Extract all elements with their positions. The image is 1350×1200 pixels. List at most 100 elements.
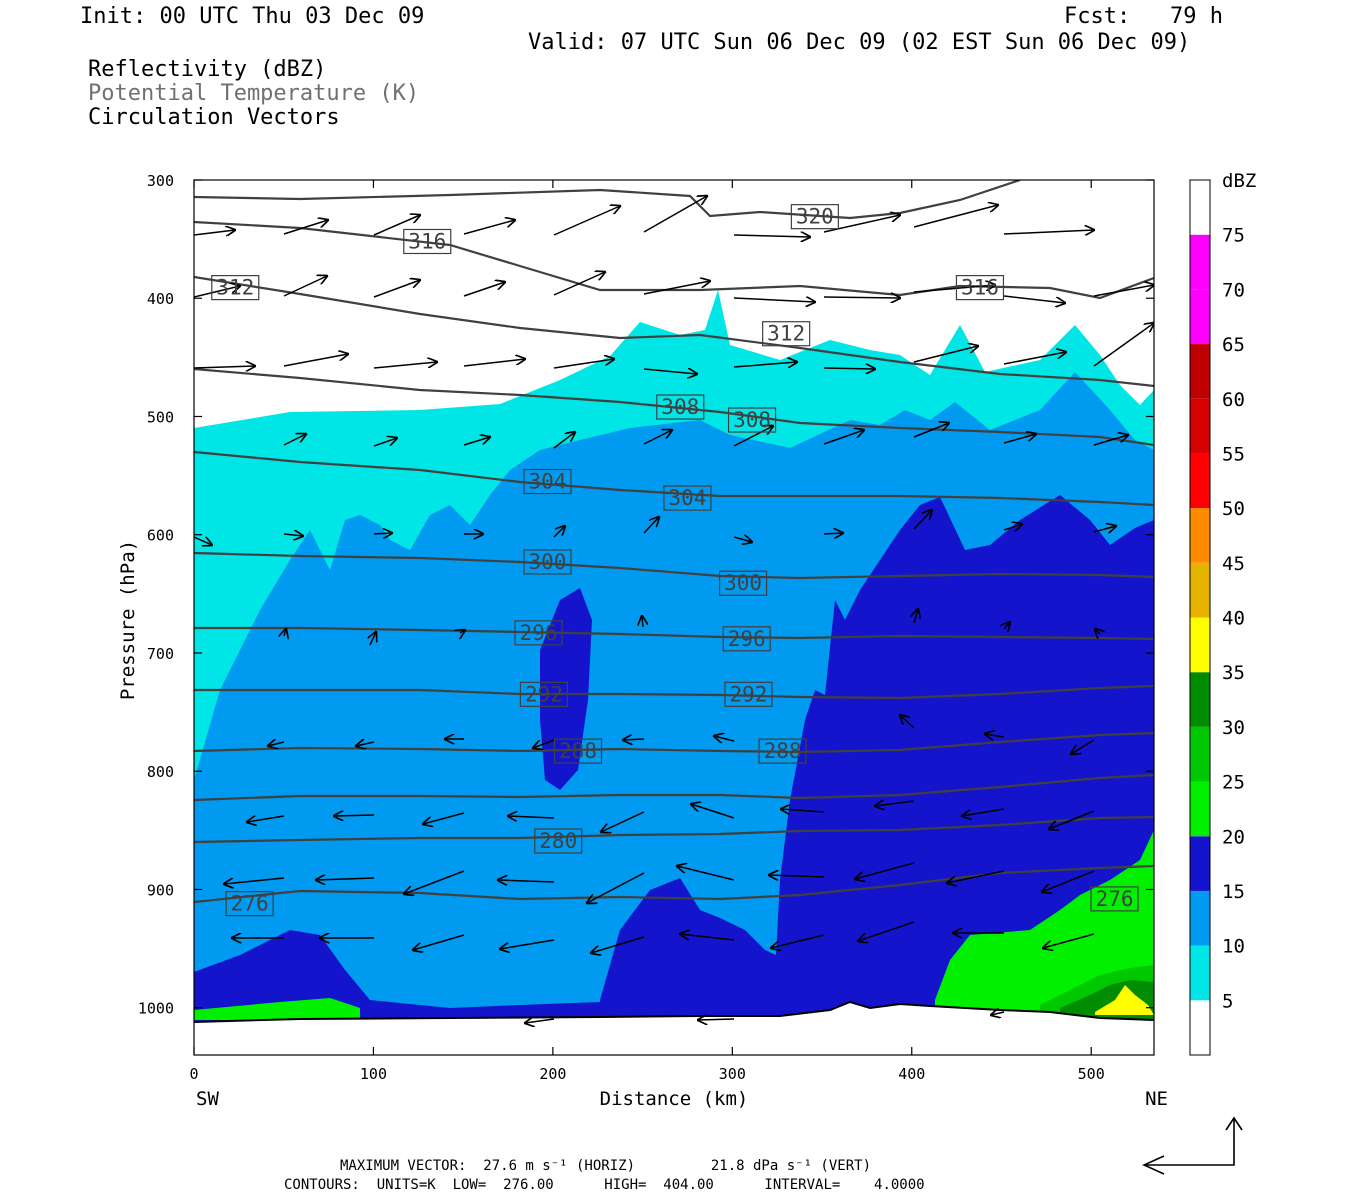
plot-frame <box>193 179 1155 1056</box>
colorbar-frame <box>1189 179 1211 1056</box>
circulation-vector <box>356 742 375 746</box>
x-end-label-ne: NE <box>1145 1088 1168 1110</box>
circulation-vector <box>900 715 915 729</box>
theta-label: 312 <box>767 322 805 346</box>
circulation-vector <box>283 354 348 367</box>
theta-contour <box>194 731 1154 754</box>
y-axis: 300 400 500 600 700 800 900 1000 <box>138 172 1154 1018</box>
theta-contour <box>194 773 1154 802</box>
circulation-vector <box>334 815 375 816</box>
circulation-vector <box>194 366 255 368</box>
circulation-vector <box>533 739 555 748</box>
theta-contour <box>194 180 1021 220</box>
reflectivity-20dbz-west <box>194 998 360 1020</box>
theta-label: 292 <box>729 682 767 706</box>
circulation-vector <box>733 362 797 367</box>
colorbar-label: 70 <box>1222 279 1245 301</box>
circulation-vector <box>823 533 843 534</box>
circulation-vector <box>962 808 1005 816</box>
colorbar-swatch <box>1190 945 1210 1001</box>
colorbar-label: 15 <box>1222 881 1245 903</box>
circulation-vector <box>643 517 659 534</box>
x-axis-label: Distance (km) <box>600 1088 749 1110</box>
x-axis: 0 100 200 300 400 500 <box>189 180 1105 1083</box>
circulation-vector <box>500 939 555 949</box>
theta-contour <box>194 275 1154 388</box>
circulation-vector <box>823 430 864 445</box>
theta-label: 288 <box>559 739 597 763</box>
colorbar-label: 5 <box>1222 990 1233 1012</box>
circulation-vector <box>373 438 397 447</box>
colorbar-label: 40 <box>1222 608 1245 630</box>
circulation-vector <box>591 936 645 953</box>
circulation-vector <box>913 510 932 530</box>
circulation-vector <box>771 934 825 948</box>
circulation-vector <box>623 739 645 740</box>
circulation-vector <box>283 434 306 446</box>
circulation-vector <box>1003 352 1066 365</box>
x-tick-label: 100 <box>360 1065 387 1083</box>
circulation-vector <box>404 870 465 894</box>
circulation-vector <box>370 632 376 646</box>
circulation-vector <box>553 526 565 538</box>
colorbar-swatch <box>1190 1000 1210 1055</box>
circulation-vector <box>553 206 620 236</box>
colorbar-swatch <box>1190 781 1210 837</box>
circulation-vector <box>423 812 465 824</box>
circulation-vector <box>601 811 645 832</box>
theta-label: 276 <box>231 892 269 916</box>
reflectivity-15dbz-low <box>600 878 776 1055</box>
theta-label: 320 <box>796 205 834 229</box>
circulation-vector <box>1003 524 1022 530</box>
circulation-vector <box>283 276 327 297</box>
theta-label-box <box>1090 886 1139 912</box>
colorbar-swatch <box>1190 398 1210 454</box>
theta-label: 288 <box>764 739 802 763</box>
circulation-vector <box>283 534 303 536</box>
y-tick-label: 900 <box>147 881 174 899</box>
colorbar-label: 35 <box>1222 662 1245 684</box>
circulation-vector <box>463 359 525 367</box>
circulation-vector <box>1003 230 1094 234</box>
circulation-vector <box>680 934 735 941</box>
circulation-vector <box>823 297 900 298</box>
circulation-vector <box>698 1019 735 1020</box>
colorbar-swatch <box>1190 672 1210 727</box>
theta-label: 296 <box>728 627 766 651</box>
circulation-vector <box>733 235 810 237</box>
field-potential-temperature: Potential Temperature (K) <box>88 81 420 106</box>
theta-label-box <box>523 468 572 495</box>
colorbar-label: 30 <box>1222 717 1245 739</box>
circulation-vector <box>913 205 998 228</box>
terrain-mask <box>194 1002 1154 1055</box>
theta-label-box <box>790 204 839 230</box>
colorbar-label: 10 <box>1222 936 1245 958</box>
circulation-vector <box>283 220 328 235</box>
circulation-vector <box>733 298 815 302</box>
theta-label-box <box>514 620 563 646</box>
circulation-vector <box>373 215 420 236</box>
circulation-vector <box>1003 295 1065 303</box>
colorbar-label: 75 <box>1222 225 1245 247</box>
reflectivity-35dbz <box>1095 985 1154 1015</box>
circulation-vector <box>553 359 614 369</box>
circulation-vector <box>525 1019 555 1023</box>
theta-label: 280 <box>539 829 577 853</box>
circulation-vector <box>498 880 555 882</box>
circulation-vector <box>947 870 1005 883</box>
y-tick-label: 300 <box>147 172 174 190</box>
y-tick-label: 600 <box>147 527 174 545</box>
theta-label-box <box>403 228 452 255</box>
circulation-vector <box>1049 810 1095 829</box>
x-tick-label: 300 <box>719 1065 746 1083</box>
theta-contour <box>194 864 1154 904</box>
theta-contour <box>194 815 1154 844</box>
theta-label-box <box>211 275 260 301</box>
theta-contour <box>194 220 1154 300</box>
colorbar-label: 65 <box>1222 334 1245 356</box>
colorbar-swatch <box>1190 562 1210 618</box>
x-tick-label: 0 <box>189 1065 198 1083</box>
theta-label-box <box>762 321 811 347</box>
colorbar-unit: dBZ <box>1222 170 1256 192</box>
